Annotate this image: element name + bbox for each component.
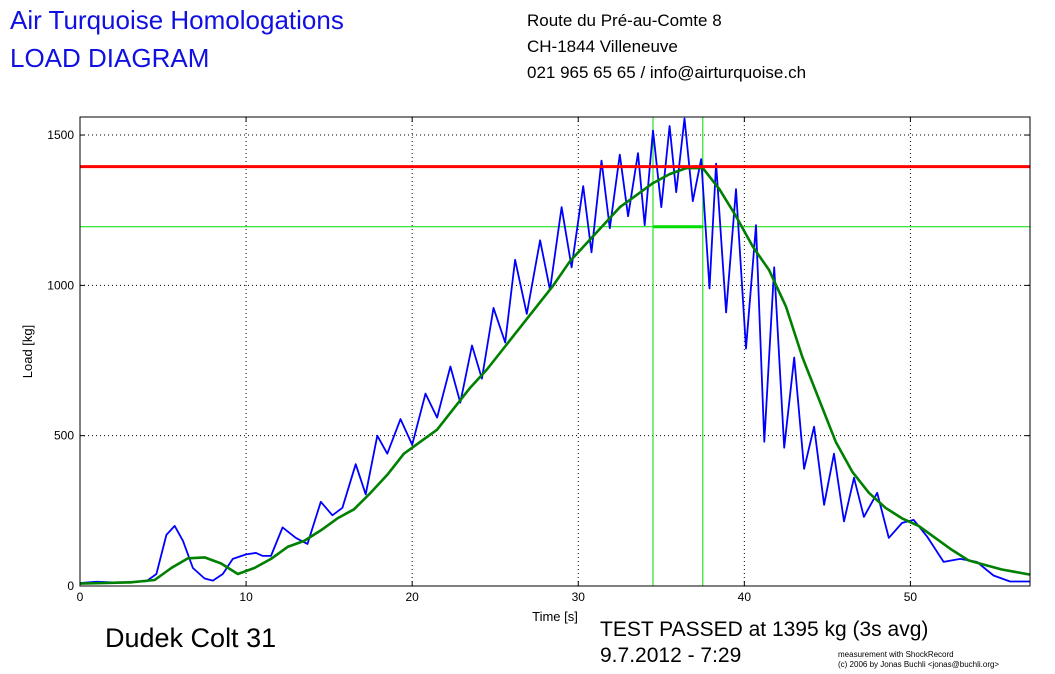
y-tick-label: 1500 bbox=[47, 128, 74, 142]
grid-layer bbox=[80, 117, 1030, 586]
credit-line-1: measurement with ShockRecord bbox=[838, 650, 954, 659]
x-tick-label: 50 bbox=[904, 590, 918, 604]
raw-load-line bbox=[79, 117, 1030, 584]
y-tick-label: 500 bbox=[54, 429, 74, 443]
x-tick-label: 30 bbox=[572, 590, 586, 604]
series-layer bbox=[79, 117, 1031, 585]
contact-line: 021 965 65 65 / info@airturquoise.ch bbox=[527, 63, 807, 82]
test-datetime: 9.7.2012 - 7:29 bbox=[600, 644, 742, 667]
test-result: TEST PASSED at 1395 kg (3s avg) bbox=[600, 618, 929, 641]
title-line-1: Air Turquoise Homologations bbox=[10, 5, 344, 35]
axes-box bbox=[79, 116, 1031, 587]
x-tick-label: 20 bbox=[405, 590, 419, 604]
average-load-line bbox=[79, 166, 1031, 585]
y-tick-label: 0 bbox=[67, 579, 74, 593]
x-tick-label: 40 bbox=[738, 590, 752, 604]
x-tick-label: 10 bbox=[239, 590, 253, 604]
glider-model: Dudek Colt 31 bbox=[105, 623, 277, 653]
measurement-window bbox=[80, 116, 1030, 587]
title-line-2: LOAD DIAGRAM bbox=[10, 43, 210, 73]
y-tick-label: 1000 bbox=[47, 278, 74, 292]
x-tick-label: 0 bbox=[77, 590, 84, 604]
address-line-2: CH-1844 Villeneuve bbox=[527, 37, 678, 56]
credit-line-2: (c) 2006 by Jonas Buchli <jonas@buchli.o… bbox=[838, 660, 1000, 669]
x-axis-label: Time [s] bbox=[532, 609, 578, 624]
address-line-1: Route du Pré-au-Comte 8 bbox=[527, 11, 722, 30]
y-axis-label: Load [kg] bbox=[20, 325, 35, 379]
